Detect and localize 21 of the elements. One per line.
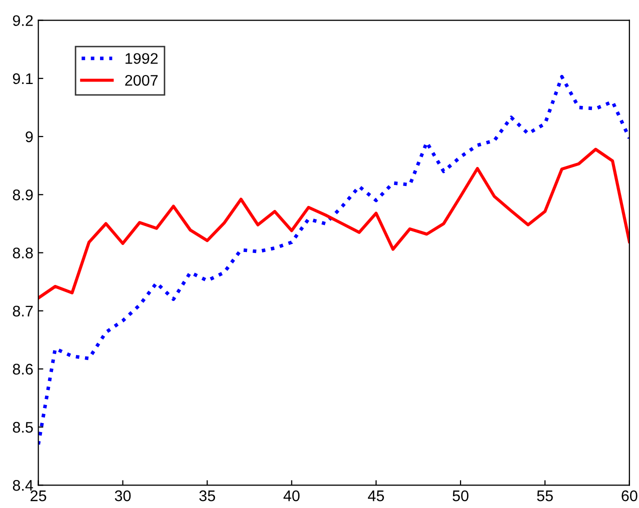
x-tick-label: 35 (199, 490, 216, 502)
x-tick-label: 30 (114, 490, 131, 502)
y-tick-label: 8.8 (12, 248, 33, 258)
x-tick-label: 45 (368, 490, 384, 502)
y-tick-label: 9 (26, 131, 33, 142)
x-tick-label: 25 (30, 490, 46, 502)
y-tick-label: 8.4 (12, 480, 34, 491)
legend-label: 1992 (126, 53, 158, 64)
legend-label: 2007 (125, 74, 158, 86)
y-tick-label: 9.1 (12, 73, 33, 84)
x-tick-label: 40 (284, 490, 300, 502)
line-series (38, 148, 630, 300)
y-tick-label: 8.7 (12, 306, 33, 317)
x-tick-label: 55 (537, 490, 553, 502)
y-tick-label: 8.6 (12, 364, 33, 375)
x-tick-label: 50 (452, 490, 468, 502)
y-tick-label: 8.5 (12, 422, 33, 433)
y-tick-label: 8.9 (12, 189, 33, 200)
x-tick-label: 60 (622, 490, 638, 502)
line-series (38, 74, 630, 446)
y-tick-label: 9.2 (12, 15, 33, 26)
